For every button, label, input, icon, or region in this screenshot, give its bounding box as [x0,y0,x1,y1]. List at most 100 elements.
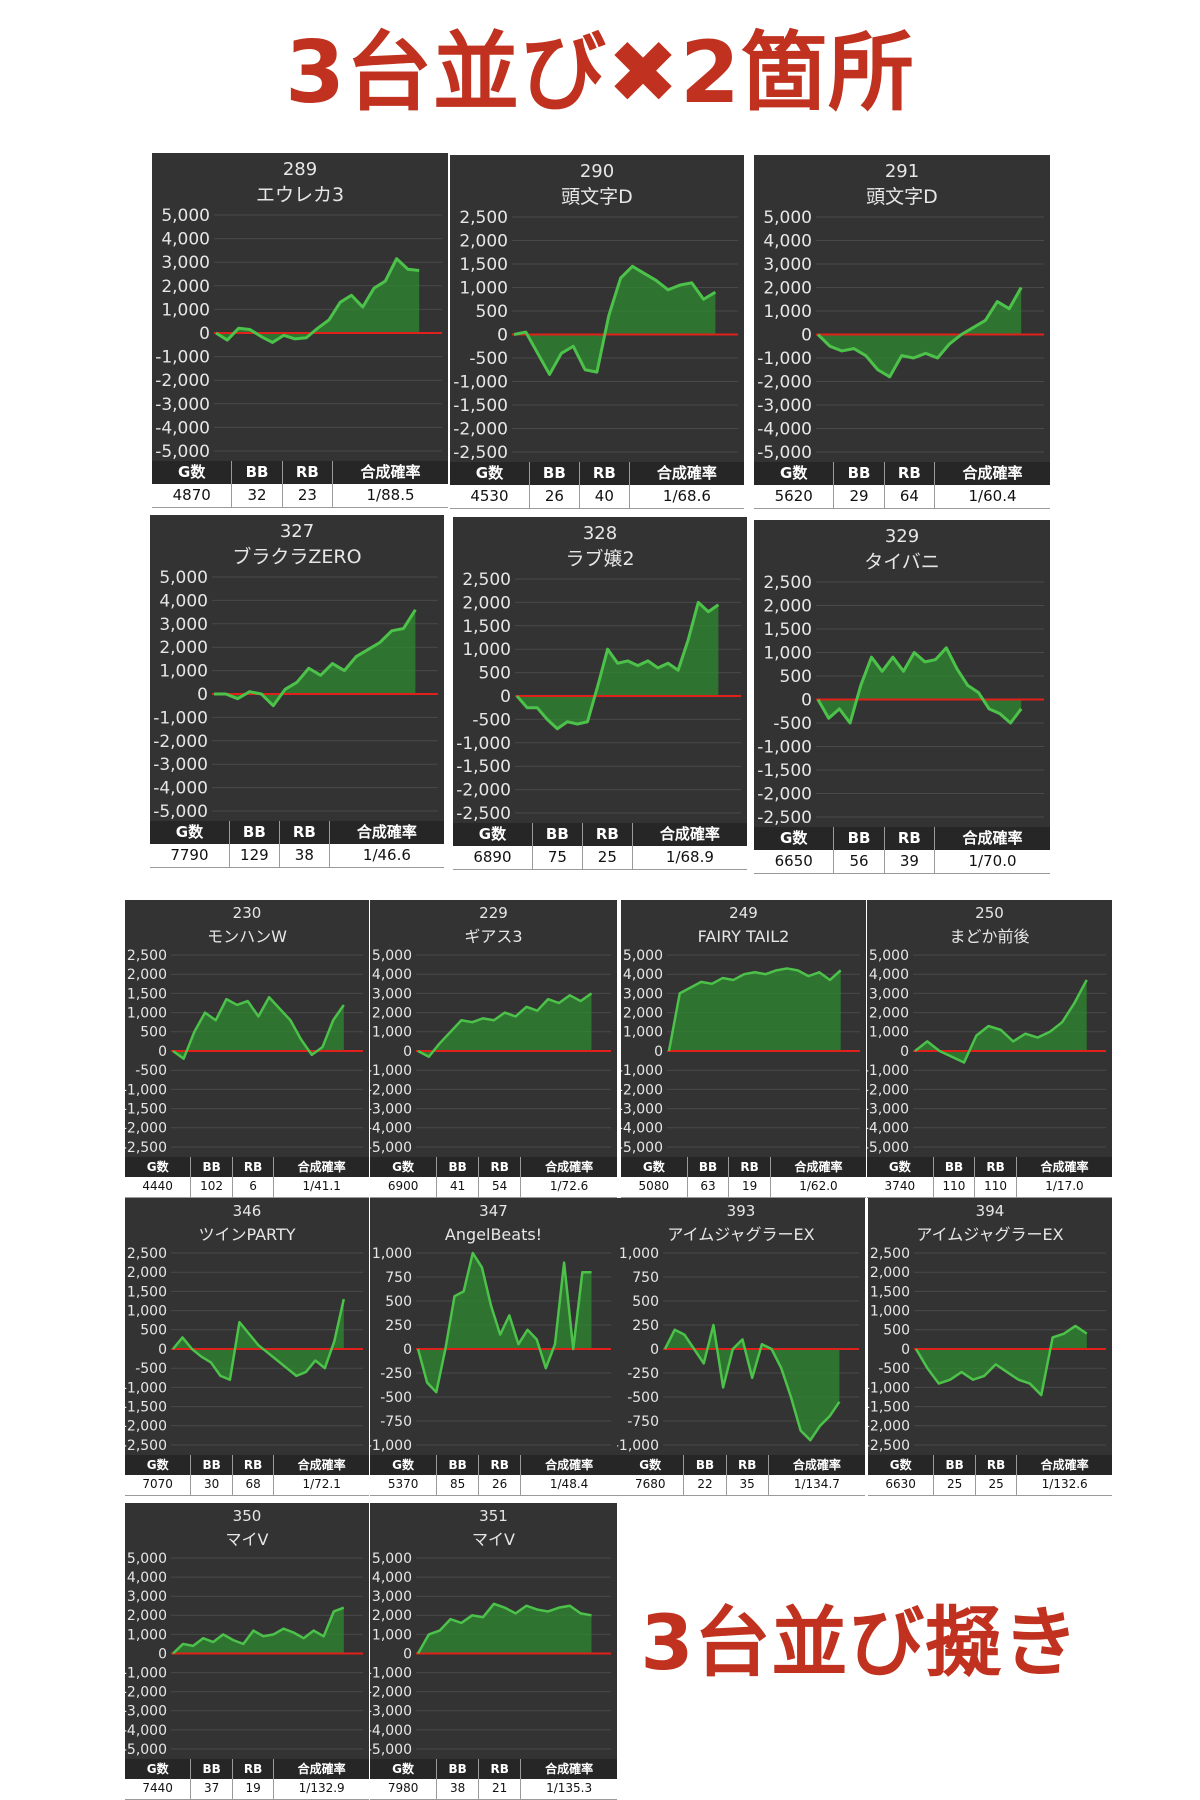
y-tick-label: -2,000 [757,784,812,804]
series-line [172,1606,345,1655]
y-tick-label: -4,000 [155,418,210,438]
stats-value-rate: 1/68.9 [632,846,747,870]
y-tick-label: 4,000 [869,967,909,983]
chart-panel: 290 頭文字D 2,500 2,000 1,500 1,000 500 0 -500 -1,00… [450,155,744,509]
stats-value-rate: 1/41.1 [273,1177,369,1198]
y-tick-label: 3,000 [623,986,663,1002]
stats-header-g: G数 [152,461,233,484]
y-tick-label: 5,000 [372,1551,412,1567]
y-tick-label: -3,000 [155,395,210,415]
y-tick-label: -2,500 [125,1438,167,1454]
y-tick-label: 500 [780,667,812,687]
y-tick-label: 3,000 [127,1589,167,1605]
y-tick-label: 4,000 [763,231,812,251]
stats-header-rb: RB [232,1455,275,1475]
y-tick-label: -4,000 [153,779,208,799]
machine-number: 328 [583,523,617,544]
series-area [216,258,420,343]
y-tick-label: -500 [469,349,508,369]
series-line [214,608,417,708]
y-tick-label: 1,000 [161,300,210,320]
stats-value-rb: 39 [884,850,936,874]
machine-name: ラブ嬢2 [565,547,634,570]
machine-number: 290 [580,161,614,182]
stats-value-rb: 23 [282,484,334,508]
stats-value-rb: 6 [232,1177,275,1198]
y-tick-label: 500 [883,1323,910,1339]
y-tick-label: 2,500 [127,948,167,964]
stats-value-bb: 30 [190,1475,233,1496]
stats-value-rb: 35 [726,1475,769,1496]
machine-number: 289 [283,159,317,180]
series-area [173,1299,344,1380]
y-tick-label: 5,000 [869,948,909,964]
y-tick-label: 0 [158,1342,167,1358]
y-tick-label: 2,500 [763,573,812,593]
stats-value-bb: 129 [229,844,280,868]
y-tick-label: 0 [900,1044,909,1060]
stats-value-rate: 1/88.5 [332,484,448,508]
y-tick-label: 0 [403,1342,412,1358]
y-tick-label: -2,000 [370,1685,412,1701]
y-tick-label: -5,000 [867,1140,909,1156]
y-tick-label: 0 [500,687,511,707]
y-tick-label: 1,500 [127,986,167,1002]
stats-header-g: G数 [453,823,533,846]
stats-value-rate: 1/70.0 [934,850,1050,874]
y-tick-label: 3,000 [869,986,909,1002]
stats-header-rb: RB [232,1759,275,1779]
y-tick-label: -1,000 [125,1666,167,1682]
y-tick-label: 500 [632,1294,659,1310]
machine-number: 229 [479,904,508,922]
stats-header-rate: 合成確率 [520,1157,617,1177]
stats-header-bb: BB [231,461,283,484]
y-tick-label: 2,000 [127,967,167,983]
stats-header-g: G数 [125,1157,192,1177]
y-tick-label: -500 [380,1390,412,1406]
series-area [418,1253,592,1393]
stats-value-bb: 32 [231,484,283,508]
series-area [418,993,592,1057]
machine-name: マイV [472,1530,515,1549]
series-area [418,1603,592,1654]
chart-svg: 250 まどか前後 5,000 4,000 3,000 2,000 1,000 0 -1,000… [867,900,1112,1157]
y-tick-label: 5,000 [127,1551,167,1567]
stats-header-bb: BB [529,462,580,485]
stats-header-rb: RB [279,821,330,844]
stats-table: G数 BB RB 合成確率 4870 32 23 1/88.5 [152,461,448,508]
y-tick-label: -500 [135,1063,167,1079]
stats-header-rate: 合成確率 [273,1455,369,1475]
y-tick-label: 500 [476,302,508,322]
stats-header-rb: RB [975,1455,1018,1475]
y-tick-label: 2,000 [161,277,210,297]
machine-name: 頭文字D [561,186,633,208]
y-tick-label: 1,500 [459,255,508,275]
y-tick-label: -2,000 [867,1082,909,1098]
machine-number: 291 [885,161,919,182]
y-tick-label: 0 [403,1646,412,1662]
y-tick-label: -500 [472,710,511,730]
y-tick-label: 500 [140,1025,167,1041]
stats-value-g: 7980 [370,1779,438,1800]
chart-svg: 290 頭文字D 2,500 2,000 1,500 1,000 500 0 -500 -1,00… [450,155,744,462]
chart-svg: 394 アイムジャグラーEX 2,500 2,000 1,500 1,000 500 0 -50… [868,1198,1112,1455]
machine-number: 346 [233,1202,262,1220]
series-line [914,979,1088,1064]
y-tick-label: 5,000 [763,208,812,228]
y-tick-label: 2,500 [870,1246,910,1262]
machine-number: 327 [280,521,314,542]
stats-value-g: 5370 [370,1475,438,1496]
y-tick-label: -2,500 [868,1438,910,1454]
stats-header-g: G数 [754,827,835,850]
y-tick-label: 3,000 [372,986,412,1002]
stats-header-g: G数 [125,1759,192,1779]
y-tick-label: -1,500 [125,1102,167,1118]
stats-value-rate: 1/72.6 [520,1177,617,1198]
series-line [417,992,593,1059]
y-tick-label: -3,000 [621,1102,663,1118]
y-tick-label: 0 [158,1044,167,1060]
chart-panel: 230 モンハンW 2,500 2,000 1,500 1,000 500 0 -500 -1,0… [125,900,369,1198]
y-tick-label: -2,500 [453,443,508,462]
chart-panel: 291 頭文字D 5,000 4,000 3,000 2,000 1,000 0 -1,000 -… [754,155,1050,509]
chart-panel: 346 ツインPARTY 2,500 2,000 1,500 1,000 500 0 -500 -… [125,1198,369,1496]
